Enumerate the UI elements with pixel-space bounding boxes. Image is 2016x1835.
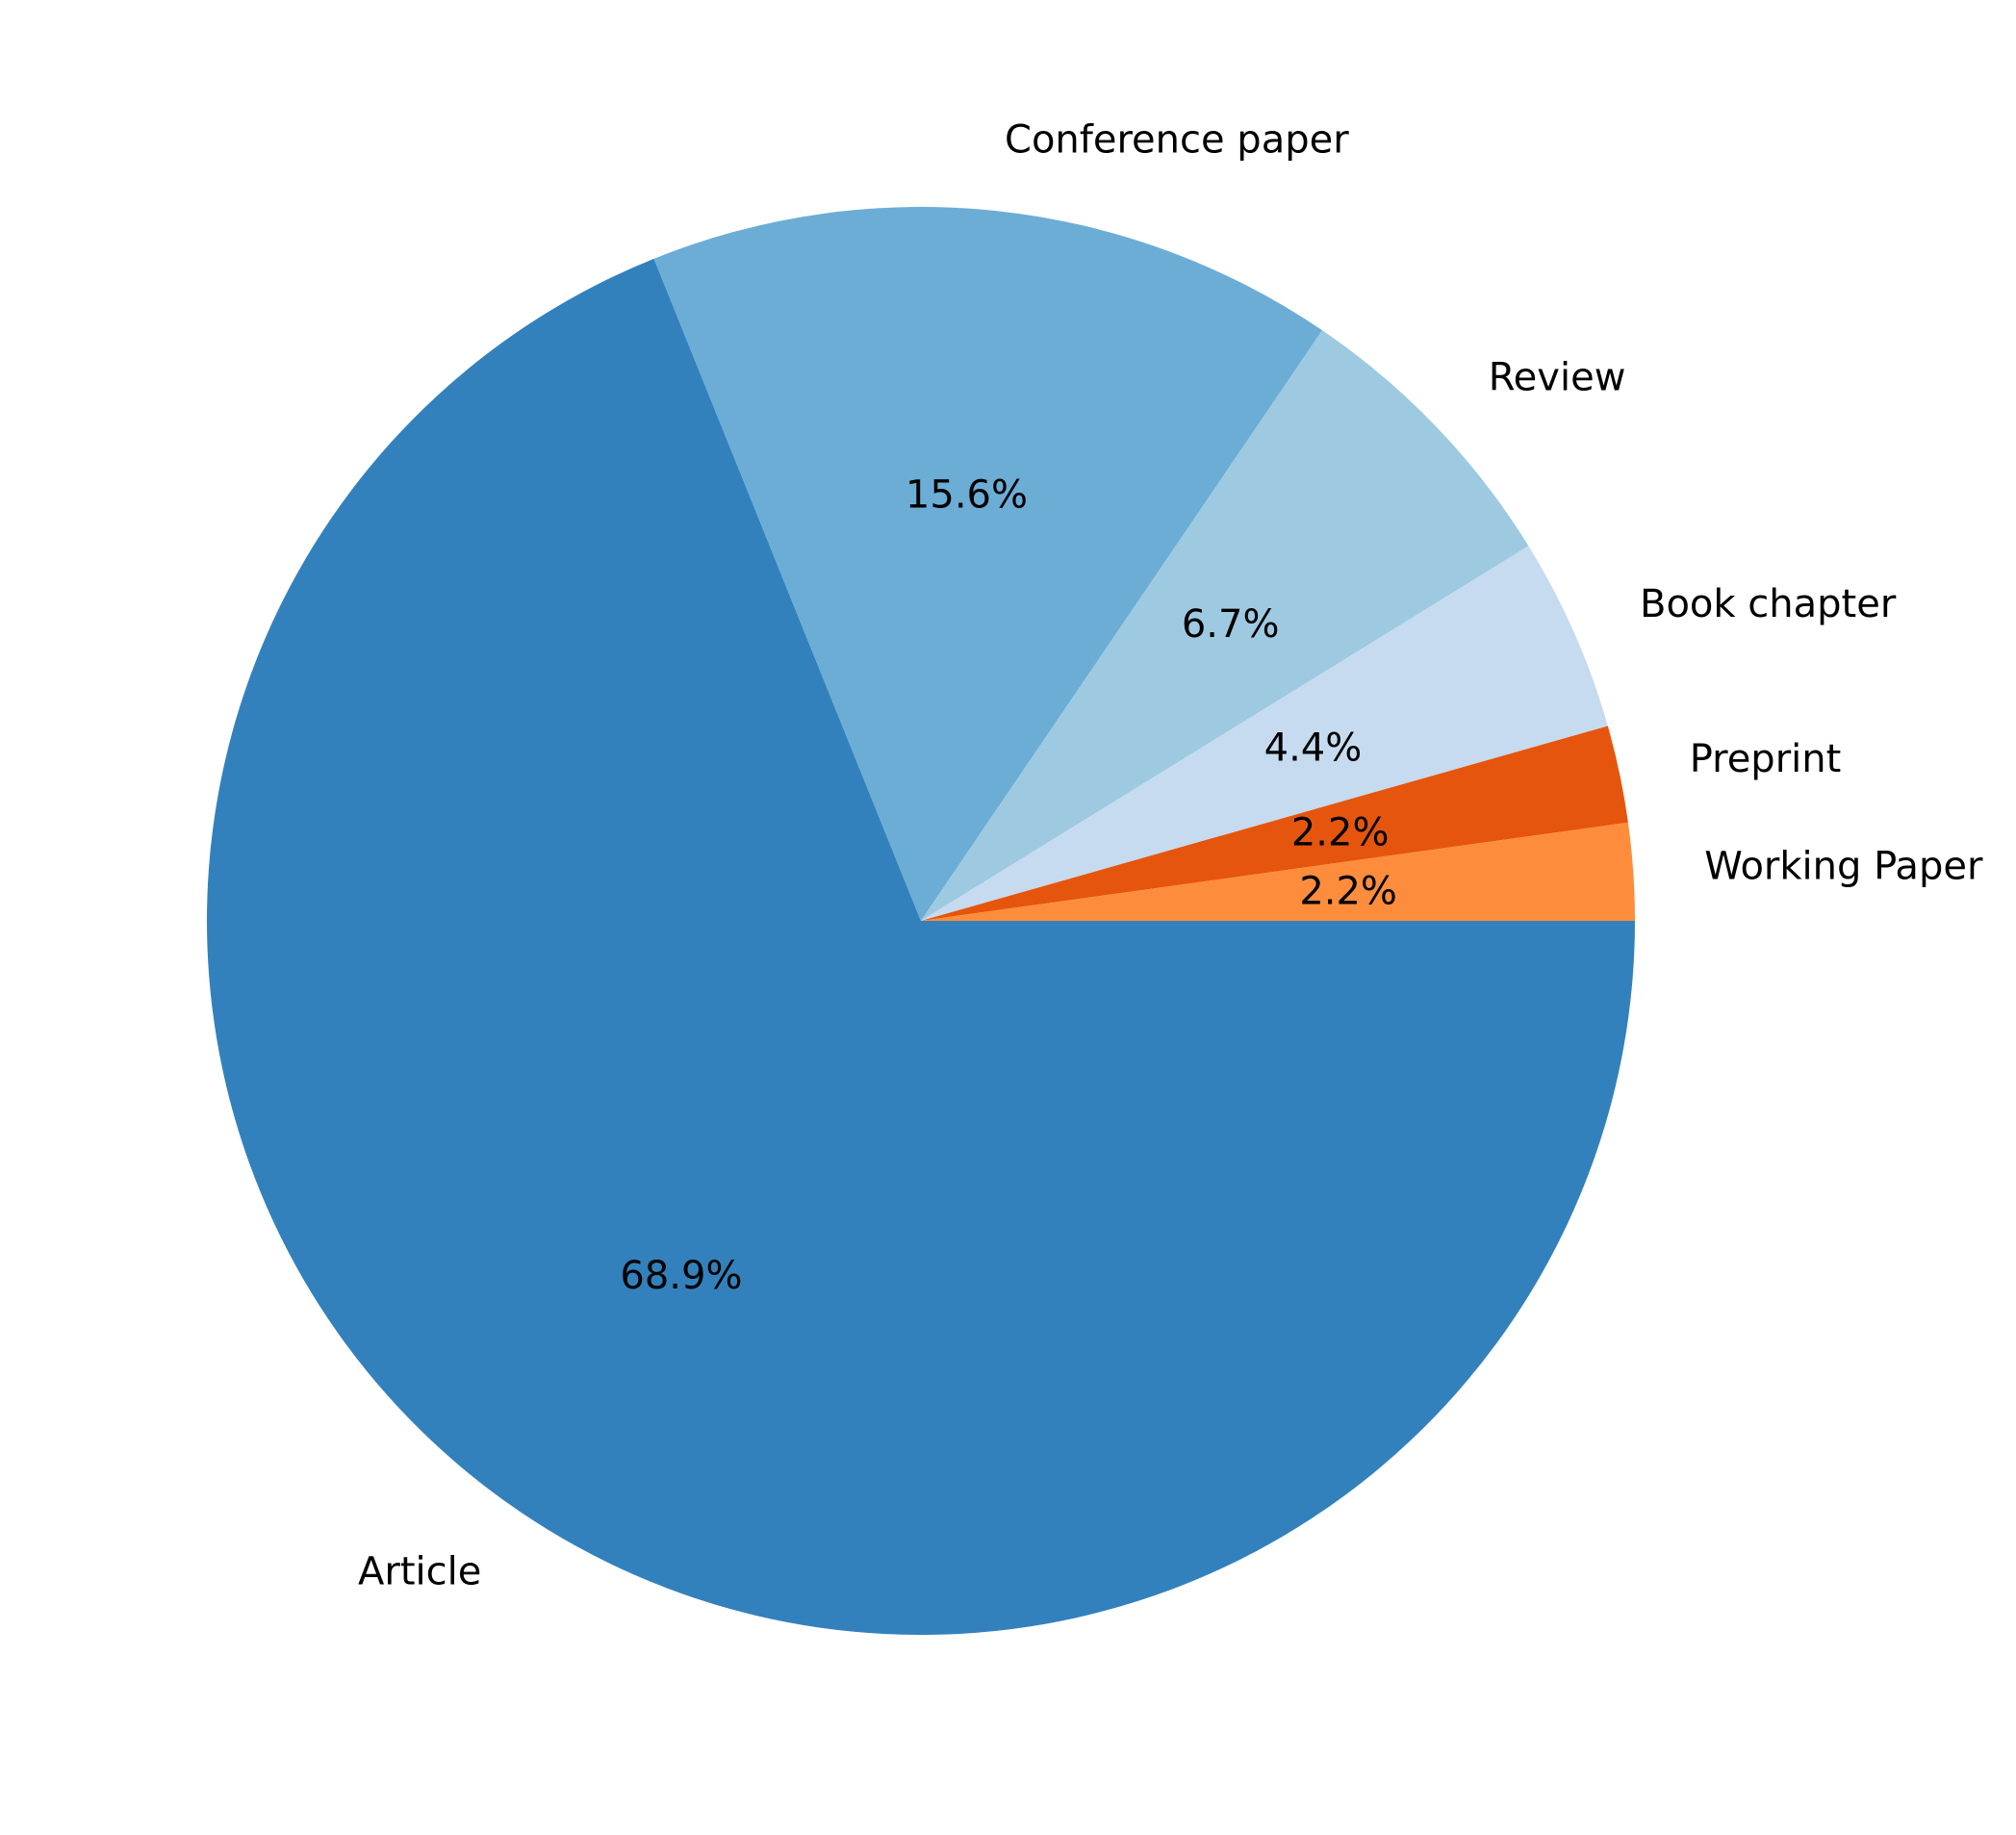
slice-label-review: Review: [1489, 356, 1626, 400]
slice-label-conference-paper: Conference paper: [1005, 117, 1349, 162]
pie-slice-review: [921, 330, 1529, 921]
pie-slice-preprint: [921, 726, 1628, 921]
pie-slice-working-paper: [921, 822, 1635, 921]
slice-label-book-chapter: Book chapter: [1640, 582, 1897, 626]
pct-label-conference-paper: 15.6%: [906, 472, 1028, 517]
pct-label-article: 68.9%: [620, 1254, 742, 1298]
pie-slice-conference-paper: [653, 207, 1323, 921]
slice-label-article: Article: [358, 1550, 481, 1594]
pct-label-book-chapter: 4.4%: [1264, 726, 1363, 771]
pct-label-review: 6.7%: [1182, 602, 1280, 647]
pie-slices: [206, 207, 1636, 1636]
pct-label-working-paper: 2.2%: [1299, 869, 1397, 913]
pct-label-preprint: 2.2%: [1291, 810, 1390, 854]
pie-slice-book-chapter: [921, 546, 1608, 921]
pie-labels: Article 68.9% Conference paper 15.6% Review 6…: [358, 117, 1983, 1593]
pie-slice-article: [206, 258, 1636, 1636]
slice-label-working-paper: Working Paper: [1704, 845, 1983, 889]
slice-label-preprint: Preprint: [1690, 737, 1842, 781]
